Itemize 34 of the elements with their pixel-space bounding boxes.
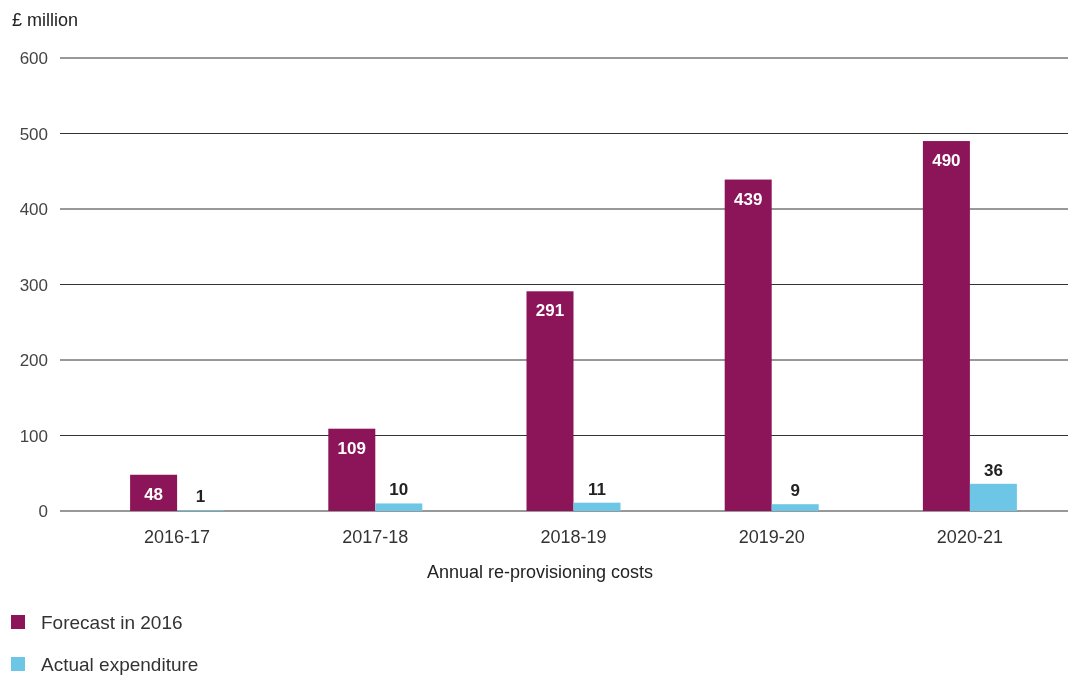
- bar: [526, 291, 574, 511]
- bar: [724, 179, 772, 511]
- y-tick-label: 300: [19, 275, 48, 295]
- data-label: 36: [983, 460, 1003, 480]
- y-axis-title: £ million: [12, 10, 79, 30]
- data-label: 11: [588, 479, 606, 499]
- data-label: 109: [337, 438, 366, 458]
- x-tick-label: 2016-17: [144, 527, 211, 547]
- bar: [771, 504, 819, 511]
- data-label: 48: [144, 484, 164, 504]
- x-tick-label: 2019-20: [738, 527, 805, 547]
- bar: [328, 428, 376, 511]
- bar: [922, 141, 970, 511]
- x-tick-label: 2020-21: [936, 527, 1003, 547]
- data-label: 490: [932, 151, 961, 171]
- bar: [573, 502, 621, 511]
- legend-label: Actual expenditure: [41, 654, 199, 675]
- bar: [969, 483, 1017, 511]
- x-axis-title: Annual re-provisioning costs: [426, 562, 654, 582]
- data-label: 439: [734, 189, 763, 209]
- data-label: 9: [790, 481, 800, 501]
- data-label: 10: [389, 480, 409, 500]
- y-tick-label: 500: [19, 124, 48, 144]
- x-tick-label: 2018-19: [540, 527, 607, 547]
- y-tick-label: 400: [19, 200, 48, 219]
- x-tick-label: 2017-18: [342, 527, 409, 547]
- y-tick-label: 200: [19, 351, 48, 370]
- data-label: 291: [535, 301, 565, 321]
- y-tick-label: 100: [19, 426, 48, 446]
- data-label: 1: [195, 487, 206, 507]
- y-tick-label: 600: [19, 49, 48, 68]
- bar: [375, 503, 423, 511]
- y-tick-label: 0: [38, 502, 48, 521]
- legend-label: Forecast in 2016: [41, 612, 183, 633]
